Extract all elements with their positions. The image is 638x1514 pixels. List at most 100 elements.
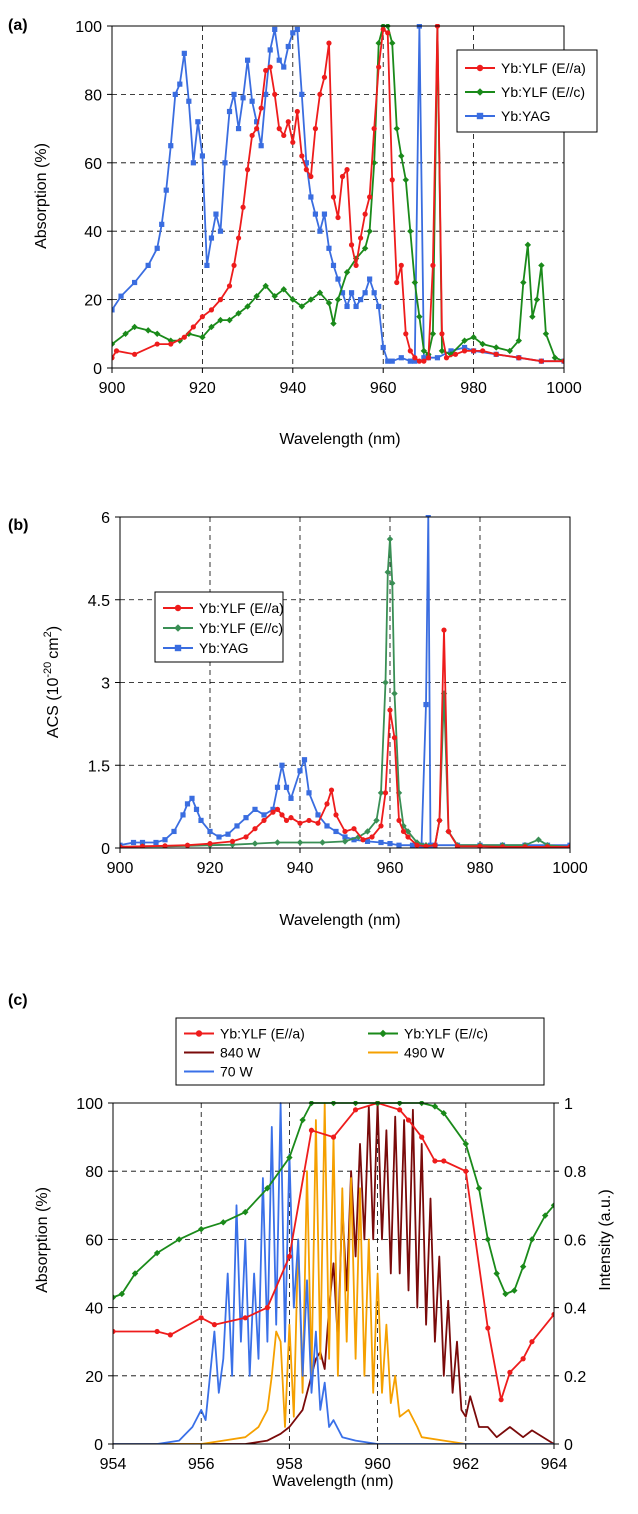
data-point [402,176,409,184]
data-point [251,840,259,847]
data-point [423,843,429,848]
legend-label: Yb:YLF (E//c) [404,1026,488,1042]
data-point [181,334,187,340]
data-point [480,348,486,354]
data-point [454,843,461,848]
data-point [225,831,231,837]
data-point [180,812,186,818]
data-point [351,837,357,843]
data-point [240,204,246,210]
x-axis-label: Wavelength (nm) [272,1473,393,1490]
data-point [385,30,391,36]
panel-c: (c) 954 956 958 960 962 964 0 20 40 60 80 100 0 0.2 0.… [8,992,614,1490]
series-yb-ylf-e-a [120,627,570,848]
data-point [352,1107,359,1113]
data-point [240,95,246,101]
data-point [289,296,296,303]
data-point [154,341,160,347]
data-point [502,1290,509,1298]
x-axis-label: Wavelength (nm) [279,912,400,929]
y2-tick-label: 0.8 [564,1164,586,1181]
data-point [184,801,191,807]
data-point [382,679,389,686]
data-point [144,327,152,334]
data-point [252,826,258,832]
legend: Yb:YLF (E//a) Yb:YLF (E//c) Yb:YAG [154,591,284,663]
data-point [120,844,123,848]
data-point [153,1249,161,1257]
data-point [373,817,380,824]
data-point [538,358,545,364]
data-point [286,1154,293,1161]
series-yb-ylf-e-a [112,24,564,364]
legend: Yb:YLF (E//a) Yb:YLF (E//c) 840 W 490 W 70 W [175,1017,545,1086]
series-yb-yag [120,515,570,848]
y-tick-label: 4.5 [88,593,110,610]
y-tick-label: 1.5 [88,758,110,775]
data-point [231,262,237,268]
data-point [538,262,545,269]
data-point [280,286,287,293]
series-yb-ylf-e-a [113,1101,554,1403]
data-point [261,817,267,824]
data-point [389,177,395,183]
data-point [112,307,115,313]
data-point [493,351,499,357]
data-point [198,1225,205,1233]
data-point [567,844,570,848]
data-point [168,143,174,149]
data-point [520,1356,526,1362]
data-point [360,837,366,843]
data-point [391,735,398,741]
data-point [283,784,290,790]
data-point [222,160,228,166]
data-point [213,211,219,217]
legend-marker [476,112,484,120]
x-tick-label: 960 [370,380,397,397]
data-point [185,330,193,337]
data-point [242,1208,249,1216]
data-point [448,348,454,354]
data-point [342,828,348,835]
data-point [524,241,532,249]
data-point [378,839,384,846]
y-axis-label-mid: cm [45,637,62,658]
data-point [412,355,418,361]
y-axis-label-sup1: -20 [42,662,54,678]
data-point [499,844,506,848]
data-point [198,817,204,824]
data-point [348,242,355,248]
data-point [477,843,483,848]
data-point [122,330,129,337]
data-point [498,1397,504,1403]
x-tick-label: 960 [364,1456,391,1473]
data-point [171,828,177,835]
legend-marker [174,624,182,632]
data-point [407,228,414,235]
data-point [294,108,300,115]
legend-item: Yb:YAG [465,108,551,124]
series-line [120,515,570,847]
data-point [154,245,160,251]
data-point [131,323,138,331]
data-point [358,235,364,241]
data-point [380,26,386,33]
data-point [443,355,450,361]
data-point [168,341,174,347]
data-point [384,24,391,30]
data-point [330,1134,337,1140]
data-point [321,211,328,217]
data-point [364,838,371,844]
legend-item: Yb:YLF (E//a) [465,60,586,76]
data-point [544,844,551,848]
data-point [245,167,251,173]
data-point [382,790,389,796]
data-point [416,358,422,364]
data-point [367,276,373,282]
data-point [371,126,377,132]
x-tick-label: 980 [467,860,494,877]
data-point [112,340,116,348]
data-point [436,817,443,824]
data-point [193,806,200,812]
